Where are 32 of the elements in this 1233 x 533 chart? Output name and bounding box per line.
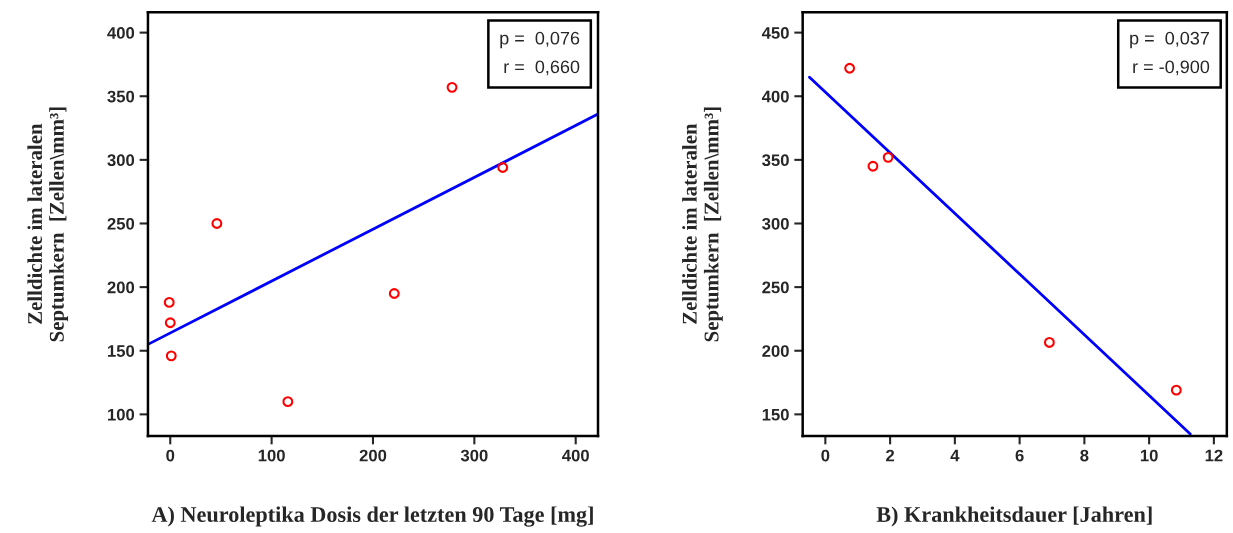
x-tick-label: 10 (1140, 449, 1158, 462)
y-tick-label: 350 (762, 154, 789, 167)
y-tick-label: 250 (762, 281, 789, 294)
y-tick-label: 350 (107, 90, 135, 103)
y-tick-label: 400 (107, 27, 135, 39)
y-tick-label: 250 (107, 217, 135, 230)
x-axis-title: B) Krankheitsdauer [Jahren] (876, 506, 1152, 527)
annotation: p = 0,037 r = -0,900 (1130, 31, 1210, 76)
y-tick-label: 200 (762, 345, 789, 357)
y-tick-label: 300 (762, 217, 789, 230)
x-tick-label: 400 (562, 449, 589, 462)
x-tick-label: 4 (950, 449, 960, 462)
y-tick-label: 100 (108, 408, 135, 421)
x-tick-label: 6 (1015, 449, 1024, 462)
x-tick-label: 200 (359, 449, 387, 462)
y-tick-label: 200 (107, 281, 135, 294)
x-tick-label: 300 (460, 449, 488, 462)
y-tick-label: 300 (107, 154, 135, 167)
y-tick-label: 150 (762, 408, 789, 421)
x-axis-title: A) Neuroleptika Dosis der letzten 90 Tage [mg] (151, 506, 593, 527)
y-axis-title: Zelldichte im lateralen Septumkern [Zellen\mm³] (27, 107, 69, 342)
y-tick-label: 150 (108, 345, 135, 357)
x-tick-label: 12 (1205, 449, 1223, 462)
x-tick-label: 2 (886, 449, 895, 462)
y-tick-label: 400 (761, 90, 789, 103)
x-tick-label: 8 (1080, 449, 1089, 462)
x-tick-label: 100 (258, 449, 285, 462)
x-tick-label: 0 (821, 449, 830, 462)
y-axis-title: Zelldichte im lateralen Septumkern [Zellen\mm³] (682, 107, 723, 342)
y-tick-label: 450 (761, 27, 789, 39)
annotation: p = 0,076 r = 0,660 (500, 31, 580, 76)
x-tick-label: 0 (166, 449, 175, 462)
